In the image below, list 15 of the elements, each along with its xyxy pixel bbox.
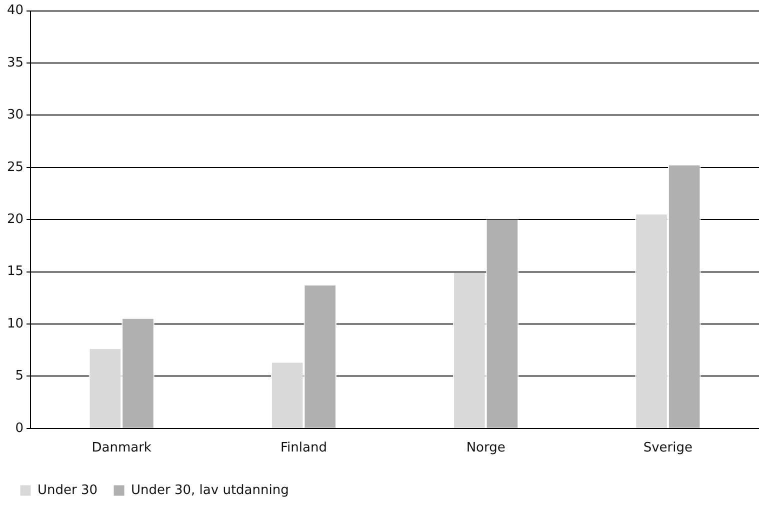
y-tick-label: 0	[15, 420, 24, 436]
x-tick-label: Finland	[280, 440, 327, 456]
legend-label: Under 30	[38, 482, 98, 498]
y-tick-label: 25	[6, 160, 24, 175]
y-tick-label: 20	[6, 212, 24, 227]
y-tick-label: 40	[6, 3, 24, 18]
y-tick-label: 30	[6, 108, 24, 123]
legend-label: Under 30, lav utdanning	[131, 482, 289, 498]
y-tick-label: 5	[15, 368, 24, 384]
x-tick-label: Danmark	[92, 440, 152, 456]
x-tick-label: Sverige	[643, 440, 693, 456]
y-tick-label: 10	[6, 316, 24, 332]
y-tick-label: 35	[6, 55, 24, 70]
y-tick-label: 15	[6, 264, 24, 280]
x-tick-label: Norge	[466, 440, 506, 456]
